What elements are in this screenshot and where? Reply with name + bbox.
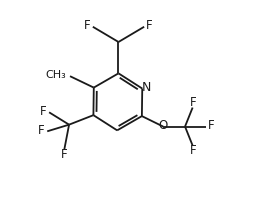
Text: F: F bbox=[84, 19, 91, 32]
Text: CH₃: CH₃ bbox=[46, 70, 67, 80]
Text: F: F bbox=[190, 96, 197, 109]
Text: N: N bbox=[142, 81, 151, 93]
Text: F: F bbox=[61, 148, 68, 161]
Text: F: F bbox=[190, 144, 197, 157]
Text: F: F bbox=[38, 124, 45, 137]
Text: F: F bbox=[208, 119, 215, 132]
Text: F: F bbox=[146, 19, 153, 32]
Text: F: F bbox=[40, 105, 47, 118]
Text: O: O bbox=[158, 119, 168, 132]
